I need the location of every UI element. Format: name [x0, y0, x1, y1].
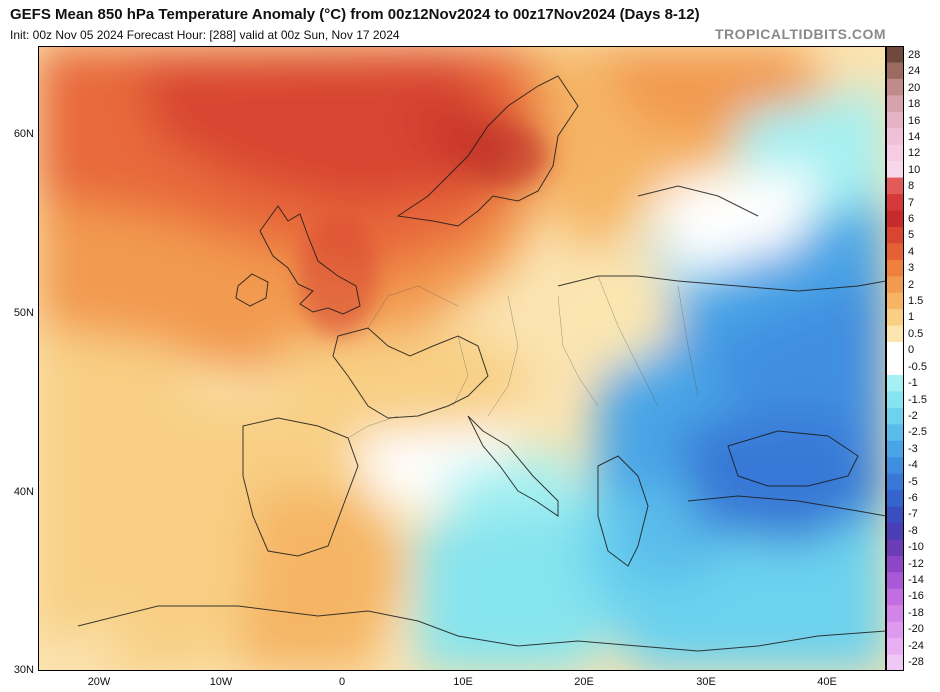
- colorbar-tick-label: -8: [908, 524, 918, 537]
- colorbar-segment: [886, 440, 904, 458]
- colorbar-tick-label: 4: [908, 245, 915, 258]
- colorbar-tick-label: 28: [908, 49, 921, 61]
- colorbar-tick-label: -14: [908, 573, 924, 586]
- colorbar-segment: [886, 407, 904, 425]
- colorbar-segment: [886, 309, 904, 327]
- colorbar-tick-label: 0.5: [908, 327, 924, 340]
- colorbar-segment: [886, 210, 904, 228]
- colorbar-tick-label: 20: [908, 81, 921, 94]
- colorbar-tick-label: 12: [908, 147, 921, 160]
- colorbar-segment: [886, 226, 904, 244]
- colorbar-segment: [886, 194, 904, 211]
- colorbar-tick-label: -0.5: [908, 360, 927, 373]
- colorbar-tick-label: 16: [908, 114, 921, 127]
- chart-subtitle: Init: 00z Nov 05 2024 Forecast Hour: [28…: [10, 28, 400, 42]
- colorbar-tick-label: 0: [908, 344, 915, 357]
- lon-label-30e: 30E: [696, 676, 716, 688]
- colorbar-segment: [886, 128, 904, 146]
- lon-label-20e: 20E: [574, 676, 594, 688]
- colorbar-tick-label: 5: [908, 229, 915, 242]
- colorbar-tick-label: 7: [908, 196, 915, 209]
- colorbar-tick-label: -20: [908, 623, 924, 636]
- colorbar-segment: [886, 342, 904, 359]
- colorbar-tick-label: -2: [908, 409, 918, 422]
- colorbar-tick-label: 1.5: [908, 295, 924, 308]
- colorbar-tick-label: -3: [908, 442, 918, 455]
- colorbar-segment: [886, 144, 904, 162]
- colorbar-tick-label: -12: [908, 557, 924, 570]
- lon-label-10e: 10E: [453, 676, 473, 688]
- colorbar-tick-label: 8: [908, 180, 915, 193]
- colorbar-segment: [886, 572, 904, 590]
- colorbar-tick-label: -6: [908, 491, 918, 504]
- colorbar-segment: [886, 111, 904, 129]
- anomaly-field: [38, 46, 886, 671]
- lat-label-30n: 30N: [13, 664, 34, 676]
- coastlines: [77, 75, 886, 652]
- colorbar-segment: [886, 292, 904, 310]
- colorbar: [886, 46, 904, 671]
- colorbar-tick-label: -1: [908, 377, 918, 390]
- colorbar-segment: [886, 78, 904, 96]
- colorbar-segment: [886, 457, 904, 475]
- borders: [347, 275, 699, 439]
- colorbar-segment: [886, 177, 904, 195]
- colorbar-segment: [886, 424, 904, 442]
- anomaly-map: [38, 46, 886, 671]
- colorbar-tick-label: -28: [908, 656, 924, 668]
- colorbar-segment: [886, 605, 904, 623]
- colorbar-tick-label: 1: [908, 311, 915, 324]
- colorbar-segment: [886, 490, 904, 508]
- chart-title: GEFS Mean 850 hPa Temperature Anomaly (°…: [10, 6, 700, 23]
- colorbar-segment: [886, 555, 904, 573]
- colorbar-tick-label: -24: [908, 639, 924, 652]
- lat-label-40n: 40N: [13, 486, 34, 498]
- colorbar-segment: [886, 259, 904, 277]
- lon-label-40e: 40E: [817, 676, 837, 688]
- colorbar-segment: [886, 374, 904, 392]
- lon-label-0: 0: [338, 676, 346, 688]
- colorbar-segment: [886, 62, 904, 80]
- colorbar-segment: [886, 638, 904, 656]
- colorbar-segment: [886, 588, 904, 606]
- colorbar-tick-label: -16: [908, 590, 924, 603]
- colorbar-tick-label: 14: [908, 131, 921, 144]
- colorbar-segment: [886, 358, 904, 376]
- lat-label-50n: 50N: [13, 307, 34, 319]
- lon-label-10w: 10W: [209, 676, 233, 688]
- colorbar-tick-label: 3: [908, 262, 915, 275]
- colorbar-segment: [886, 276, 904, 294]
- colorbar-tick-label: -4: [908, 459, 918, 472]
- colorbar-segment: [886, 243, 904, 261]
- colorbar-segment: [886, 161, 904, 179]
- colorbar-tick-label: -1.5: [908, 393, 927, 406]
- colorbar-segment: [886, 391, 904, 409]
- colorbar-segment: [886, 46, 904, 63]
- colorbar-tick-label: -5: [908, 475, 918, 488]
- colorbar-tick-label: 18: [908, 98, 921, 111]
- colorbar-segment: [886, 95, 904, 113]
- colorbar-tick-label: -2.5: [908, 426, 927, 439]
- colorbar-tick-label: -7: [908, 508, 918, 521]
- colorbar-segment: [886, 506, 904, 524]
- colorbar-segment: [886, 473, 904, 491]
- colorbar-segment: [886, 621, 904, 639]
- colorbar-tick-label: 24: [908, 65, 921, 78]
- lon-label-20w: 20W: [87, 676, 111, 688]
- colorbar-segment: [886, 539, 904, 557]
- colorbar-segment: [886, 654, 904, 671]
- colorbar-tick-label: 6: [908, 213, 915, 226]
- colorbar-tick-label: -10: [908, 541, 924, 554]
- colorbar-segment: [886, 522, 904, 540]
- colorbar-tick-label: 2: [908, 278, 915, 291]
- lat-label-60n: 60N: [13, 128, 34, 140]
- source-credit: TROPICALTIDBITS.COM: [714, 26, 886, 42]
- colorbar-segment: [886, 325, 904, 343]
- colorbar-tick-label: 10: [908, 163, 921, 176]
- colorbar-tick-label: -18: [908, 606, 924, 619]
